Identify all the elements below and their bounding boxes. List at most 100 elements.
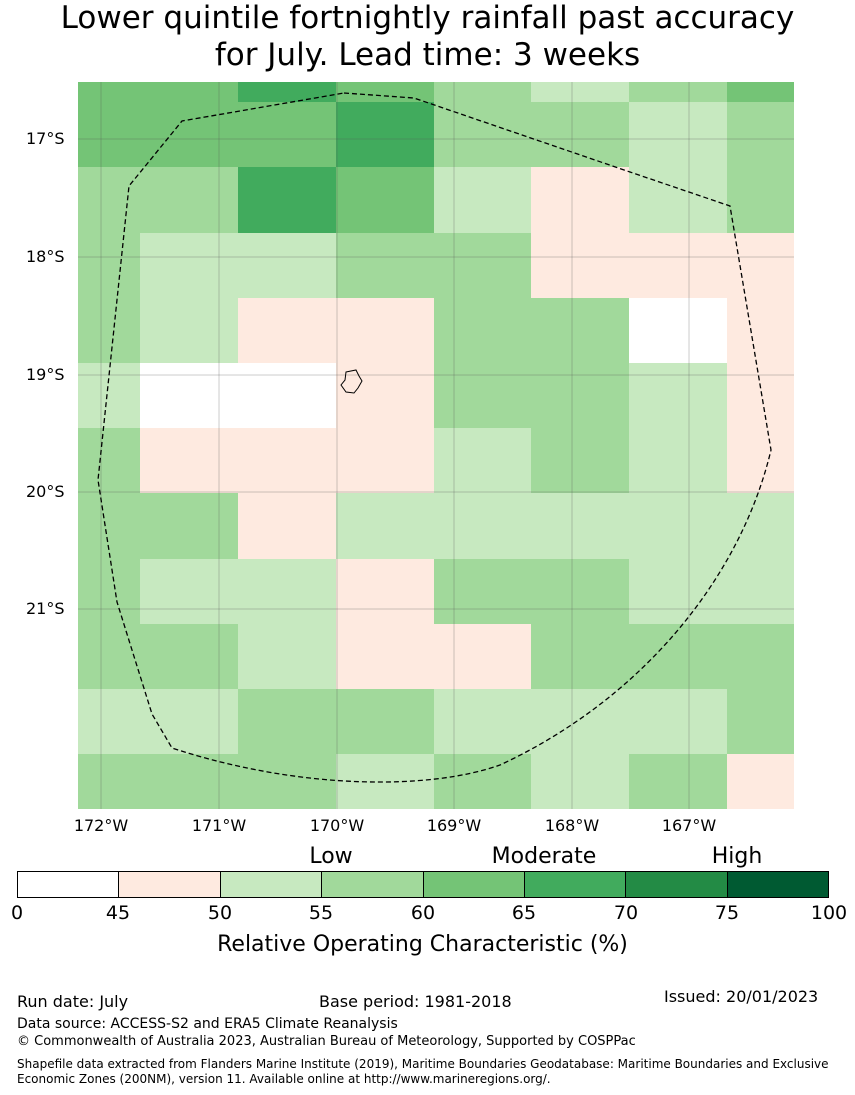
map-grid-cell xyxy=(78,167,140,233)
map-grid-cell xyxy=(336,102,434,167)
map-grid-cell xyxy=(140,559,238,624)
map-grid-cell xyxy=(238,624,336,689)
map-grid-cell xyxy=(629,82,727,102)
eez-boundary xyxy=(97,92,772,783)
map-grid-cell xyxy=(140,298,238,363)
map-grid-cell xyxy=(140,754,238,809)
map-grid-cell xyxy=(727,559,794,624)
colorbar-tick-100: 100 xyxy=(810,902,848,924)
map-grid-cell xyxy=(238,298,336,363)
map-grid-cell xyxy=(727,363,794,428)
map-grid-cell xyxy=(531,363,629,428)
lon-label-168w: 168°W xyxy=(544,816,600,835)
map-grid-cell xyxy=(78,559,140,624)
map-grid-cell xyxy=(140,102,238,167)
map-plot xyxy=(78,82,794,809)
map-grid-cell xyxy=(78,82,140,102)
map-grid-cell xyxy=(78,428,140,493)
island-outline xyxy=(340,369,363,394)
map-grid-cell xyxy=(531,624,629,689)
map-grid-cell xyxy=(238,754,336,809)
map-grid-cell xyxy=(434,428,531,493)
colorbar-tick-65: 65 xyxy=(511,902,537,924)
copyright-notice: © Commonwealth of Australia 2023, Austra… xyxy=(17,1034,636,1049)
data-source: Data source: ACCESS-S2 and ERA5 Climate … xyxy=(17,1016,398,1032)
map-grid-cell xyxy=(336,754,434,809)
issued-date: Issued: 20/01/2023 xyxy=(664,987,819,1006)
map-grid-cell xyxy=(629,298,727,363)
colorbar xyxy=(17,871,829,898)
map-grid-cell xyxy=(727,428,794,493)
map-grid-cell xyxy=(434,363,531,428)
map-grid-cell xyxy=(531,82,629,102)
run-date: Run date: July xyxy=(17,992,129,1011)
map-grid-cell xyxy=(531,559,629,624)
map-grid-cell xyxy=(140,363,238,428)
colorbar-segment-70-75 xyxy=(626,872,728,897)
map-grid-cell xyxy=(78,624,140,689)
map-grid-cell xyxy=(336,624,434,689)
map-grid-cell xyxy=(336,493,434,559)
map-grid-cell xyxy=(531,102,629,167)
map-grid-cell xyxy=(238,428,336,493)
map-grid-cell xyxy=(629,689,727,754)
map-grid-cell xyxy=(434,493,531,559)
map-grid-cell xyxy=(336,689,434,754)
colorbar-segment-45-50 xyxy=(119,872,221,897)
colorbar-tick-55: 55 xyxy=(308,902,334,924)
map-grid-cell xyxy=(140,624,238,689)
map-grid-cell xyxy=(336,298,434,363)
map-grid-cell xyxy=(140,428,238,493)
map-grid-cell xyxy=(531,428,629,493)
lon-label-172w: 172°W xyxy=(73,816,129,835)
map-grid-cell xyxy=(140,233,238,298)
map-grid-cell xyxy=(140,493,238,559)
map-grid-cell xyxy=(629,754,727,809)
colorbar-tick-60: 60 xyxy=(410,902,436,924)
map-grid-cell xyxy=(434,624,531,689)
colorbar-segment-55-60 xyxy=(322,872,424,897)
map-grid-cell xyxy=(531,233,629,298)
map-grid-cell xyxy=(629,233,727,298)
map-grid-cell xyxy=(629,559,727,624)
map-grid-cell xyxy=(629,428,727,493)
map-grid-cell xyxy=(629,493,727,559)
map-grid-cell xyxy=(531,689,629,754)
map-grid-cell xyxy=(238,233,336,298)
map-grid-cell xyxy=(78,689,140,754)
map-grid-cell xyxy=(727,298,794,363)
map-grid-cell xyxy=(434,167,531,233)
lon-label-171w: 171°W xyxy=(191,816,247,835)
map-grid-cell xyxy=(434,298,531,363)
map-grid-cell xyxy=(78,102,140,167)
map-grid-cell xyxy=(727,493,794,559)
map-grid-cell xyxy=(336,233,434,298)
map-grid-cell xyxy=(238,102,336,167)
lat-label-21s: 21°S xyxy=(26,599,65,618)
map-grid-cell xyxy=(78,754,140,809)
map-grid-cell xyxy=(629,363,727,428)
colorbar-tick-50: 50 xyxy=(207,902,233,924)
map-grid-cell xyxy=(238,167,336,233)
map-grid-cell xyxy=(531,754,629,809)
map-grid-cell xyxy=(238,689,336,754)
map-grid-cell xyxy=(434,233,531,298)
colorbar-tick-75: 75 xyxy=(714,902,740,924)
map-grid-cell xyxy=(336,82,434,102)
colorbar-segment-50-55 xyxy=(220,872,323,897)
map-grid-cell xyxy=(140,167,238,233)
lon-label-167w: 167°W xyxy=(661,816,717,835)
map-grid-cell xyxy=(336,167,434,233)
map-title-line1: Lower quintile fortnightly rainfall past… xyxy=(60,0,795,36)
colorbar-label: Relative Operating Characteristic (%) xyxy=(217,932,628,957)
map-grid-cell xyxy=(727,102,794,167)
map-grid-cell xyxy=(434,559,531,624)
lon-label-170w: 170°W xyxy=(309,816,365,835)
lon-label-169w: 169°W xyxy=(426,816,482,835)
map-grid-cell xyxy=(238,493,336,559)
map-grid-cell xyxy=(238,559,336,624)
map-grid-cell xyxy=(727,167,794,233)
map-grid-cell xyxy=(434,82,531,102)
lat-label-17s: 17°S xyxy=(26,129,65,148)
colorbar-tick-45: 45 xyxy=(105,902,131,924)
